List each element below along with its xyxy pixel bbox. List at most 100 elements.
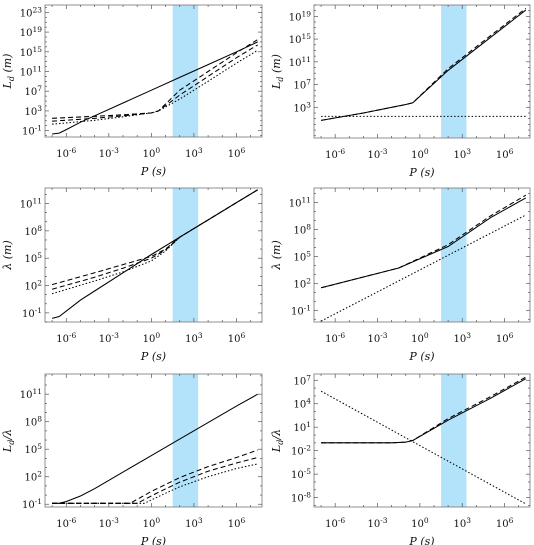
shaded-band <box>441 188 467 322</box>
plot-frame <box>313 4 531 139</box>
y-tick-label: 1011 <box>20 64 42 78</box>
x-tick-label: 106 <box>496 331 514 345</box>
x-tick-label: 10-6 <box>56 146 76 160</box>
series-line-3-dashed <box>51 189 258 290</box>
y-tick-label: 108 <box>24 224 42 238</box>
x-tick-label: 100 <box>411 147 429 161</box>
y-tick-label: 105 <box>24 442 42 456</box>
series-line-1-solid <box>52 41 258 135</box>
y-tick-label: 105 <box>24 251 42 265</box>
y-tick-label: 104 <box>293 397 311 411</box>
series-line-2-dashed <box>321 376 527 444</box>
plot-frame <box>313 187 531 323</box>
series-line-2-dashed <box>51 189 258 286</box>
series-line-1-solid <box>52 393 258 504</box>
x-tick-label: 10-6 <box>325 147 345 161</box>
chart-panel-2: 10-6 10-3 100 103 106 103 107 1011 1015 1019 P (s)… <box>270 4 531 179</box>
y-tick-label: 10-1 <box>291 303 311 317</box>
y-tick-label: 1011 <box>289 55 311 69</box>
y-axis-label: λ (m) <box>270 240 283 270</box>
shaded-band <box>172 188 199 322</box>
y-tick-label: 1015 <box>289 32 312 46</box>
y-tick-label: 10-8 <box>291 491 311 505</box>
plot-frame <box>44 4 263 138</box>
shaded-band <box>441 374 467 507</box>
plot-frame <box>44 373 263 508</box>
x-tick-label: 106 <box>228 516 246 530</box>
y-tick-label: 102 <box>24 279 42 293</box>
x-tick-label: 100 <box>143 516 161 530</box>
x-tick-label: 106 <box>496 516 514 530</box>
x-tick-label: 10-3 <box>368 331 388 345</box>
plot-frame <box>44 187 263 323</box>
x-axis-label: P (s) <box>408 166 434 179</box>
y-axis-label: Ld/λ <box>270 429 285 453</box>
x-tick-label: 10-3 <box>99 146 119 160</box>
x-axis-label: P (s) <box>140 350 166 363</box>
y-tick-label: 108 <box>293 222 311 236</box>
series-line-4-dotted <box>52 49 258 125</box>
y-tick-label: 10-1 <box>22 306 42 320</box>
x-tick-label: 100 <box>143 146 161 160</box>
x-axis-label: P (s) <box>140 165 166 178</box>
series-line-2-dashed <box>52 39 258 119</box>
y-tick-label: 107 <box>24 84 42 98</box>
x-tick-label: 103 <box>453 147 471 161</box>
y-tick-label: 10-1 <box>22 124 42 138</box>
x-tick-label: 100 <box>411 516 429 530</box>
x-tick-label: 10-3 <box>99 331 119 345</box>
y-tick-label: 103 <box>24 104 42 118</box>
y-tick-label: 1011 <box>289 195 311 209</box>
x-tick-label: 103 <box>185 146 203 160</box>
chart-panel-5: 10-6 10-3 100 103 106 10-1 102 105 108 1011 P (s) L… <box>1 373 263 545</box>
y-tick-label: 1023 <box>20 5 43 19</box>
series-line-3-dashed <box>52 44 258 122</box>
series-line-4-dotted <box>51 189 258 295</box>
x-tick-label: 100 <box>411 331 429 345</box>
chart-panel-6: 10-6 10-3 100 103 106 10-8 10-5 10-2 101 104 107 P … <box>270 373 531 545</box>
y-tick-label: 105 <box>293 249 311 263</box>
y-axis-label: Ld (m) <box>1 54 16 90</box>
y-axis-label: λ (m) <box>1 240 14 270</box>
chart-panel-1: 10-6 10-3 100 103 106 10-1 103 107 1011 1015 1019 1… <box>1 4 263 178</box>
y-tick-label: 1011 <box>20 387 42 401</box>
chart-panel-3: 10-6 10-3 100 103 106 10-1 102 105 108 1011 P (s) λ… <box>1 187 263 363</box>
x-tick-label: 103 <box>185 331 203 345</box>
x-tick-label: 100 <box>143 331 161 345</box>
series-line-3-dashed <box>52 456 258 504</box>
x-tick-label: 10-6 <box>56 331 76 345</box>
y-tick-label: 1011 <box>20 196 42 210</box>
y-tick-label: 10-1 <box>22 497 42 511</box>
y-tick-label: 102 <box>293 276 311 290</box>
y-tick-label: 107 <box>293 78 311 92</box>
x-tick-label: 103 <box>453 516 471 530</box>
series-line-4-dotted <box>52 463 258 504</box>
series-line-1-solid <box>321 378 527 444</box>
x-tick-label: 103 <box>185 516 203 530</box>
series-line-1-solid <box>321 9 527 121</box>
y-tick-label: 108 <box>24 415 42 429</box>
chart-panel-4: 10-6 10-3 100 103 106 10-1 102 105 108 1011 P (s) λ… <box>270 187 531 363</box>
x-tick-label: 106 <box>496 147 514 161</box>
series-line-2-dashed <box>320 194 527 289</box>
x-tick-label: 10-3 <box>368 516 388 530</box>
x-tick-label: 106 <box>228 146 246 160</box>
plot-frame <box>313 373 531 508</box>
series-line-2-dashed <box>321 7 527 121</box>
x-tick-label: 10-3 <box>368 147 388 161</box>
y-tick-label: 1019 <box>20 25 43 39</box>
y-tick-label: 10-2 <box>291 444 311 458</box>
x-tick-label: 10-3 <box>99 516 119 530</box>
x-tick-label: 10-6 <box>325 516 345 530</box>
series-line-3-dotted <box>320 214 527 322</box>
y-tick-label: 107 <box>293 373 311 387</box>
series-line-1-solid <box>320 197 527 289</box>
x-axis-label: P (s) <box>408 350 434 363</box>
y-axis-label: Ld (m) <box>270 54 285 90</box>
y-axis-label: Ld/λ <box>1 429 16 453</box>
x-tick-label: 10-6 <box>325 331 345 345</box>
y-tick-label: 102 <box>24 470 42 484</box>
x-tick-label: 106 <box>228 331 246 345</box>
x-axis-label: P (s) <box>140 535 166 545</box>
